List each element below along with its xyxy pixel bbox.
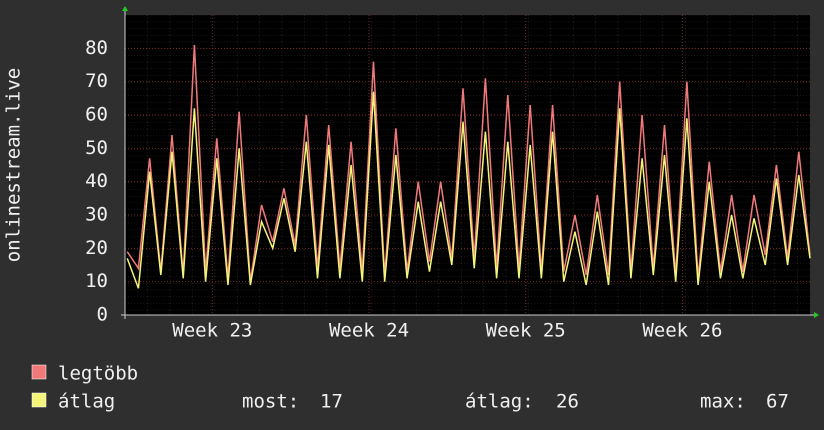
legend-label: legtöbb xyxy=(58,363,138,385)
axis-arrow xyxy=(814,312,819,318)
y-axis-label: onlinestream.live xyxy=(3,68,25,262)
stat-value: 67 xyxy=(766,391,789,413)
legend-swatch xyxy=(31,392,47,408)
y-tick-label: 70 xyxy=(85,70,108,92)
x-tick-label: Week 23 xyxy=(172,320,252,342)
y-tick-label: 80 xyxy=(85,37,108,59)
stat-label: most: xyxy=(242,391,299,413)
series-line xyxy=(126,91,811,289)
x-tick-label: Week 26 xyxy=(642,320,722,342)
y-tick-label: 40 xyxy=(85,170,108,192)
series-line xyxy=(126,44,811,282)
legend-swatch xyxy=(31,364,47,380)
y-tick-label: 10 xyxy=(85,270,108,292)
y-tick-label: 20 xyxy=(85,237,108,259)
y-tick-label: 0 xyxy=(97,304,108,326)
x-tick-label: Week 25 xyxy=(486,320,566,342)
y-tick-label: 30 xyxy=(85,204,108,226)
stat-label: átlag: xyxy=(465,391,534,413)
x-tick-label: Week 24 xyxy=(329,320,409,342)
axis-arrow xyxy=(122,6,128,11)
stat-value: 17 xyxy=(320,391,343,413)
stat-value: 26 xyxy=(556,391,579,413)
y-tick-label: 60 xyxy=(85,104,108,126)
stat-label: max: xyxy=(700,391,746,413)
legend-label: átlag xyxy=(58,391,115,413)
y-tick-label: 50 xyxy=(85,137,108,159)
